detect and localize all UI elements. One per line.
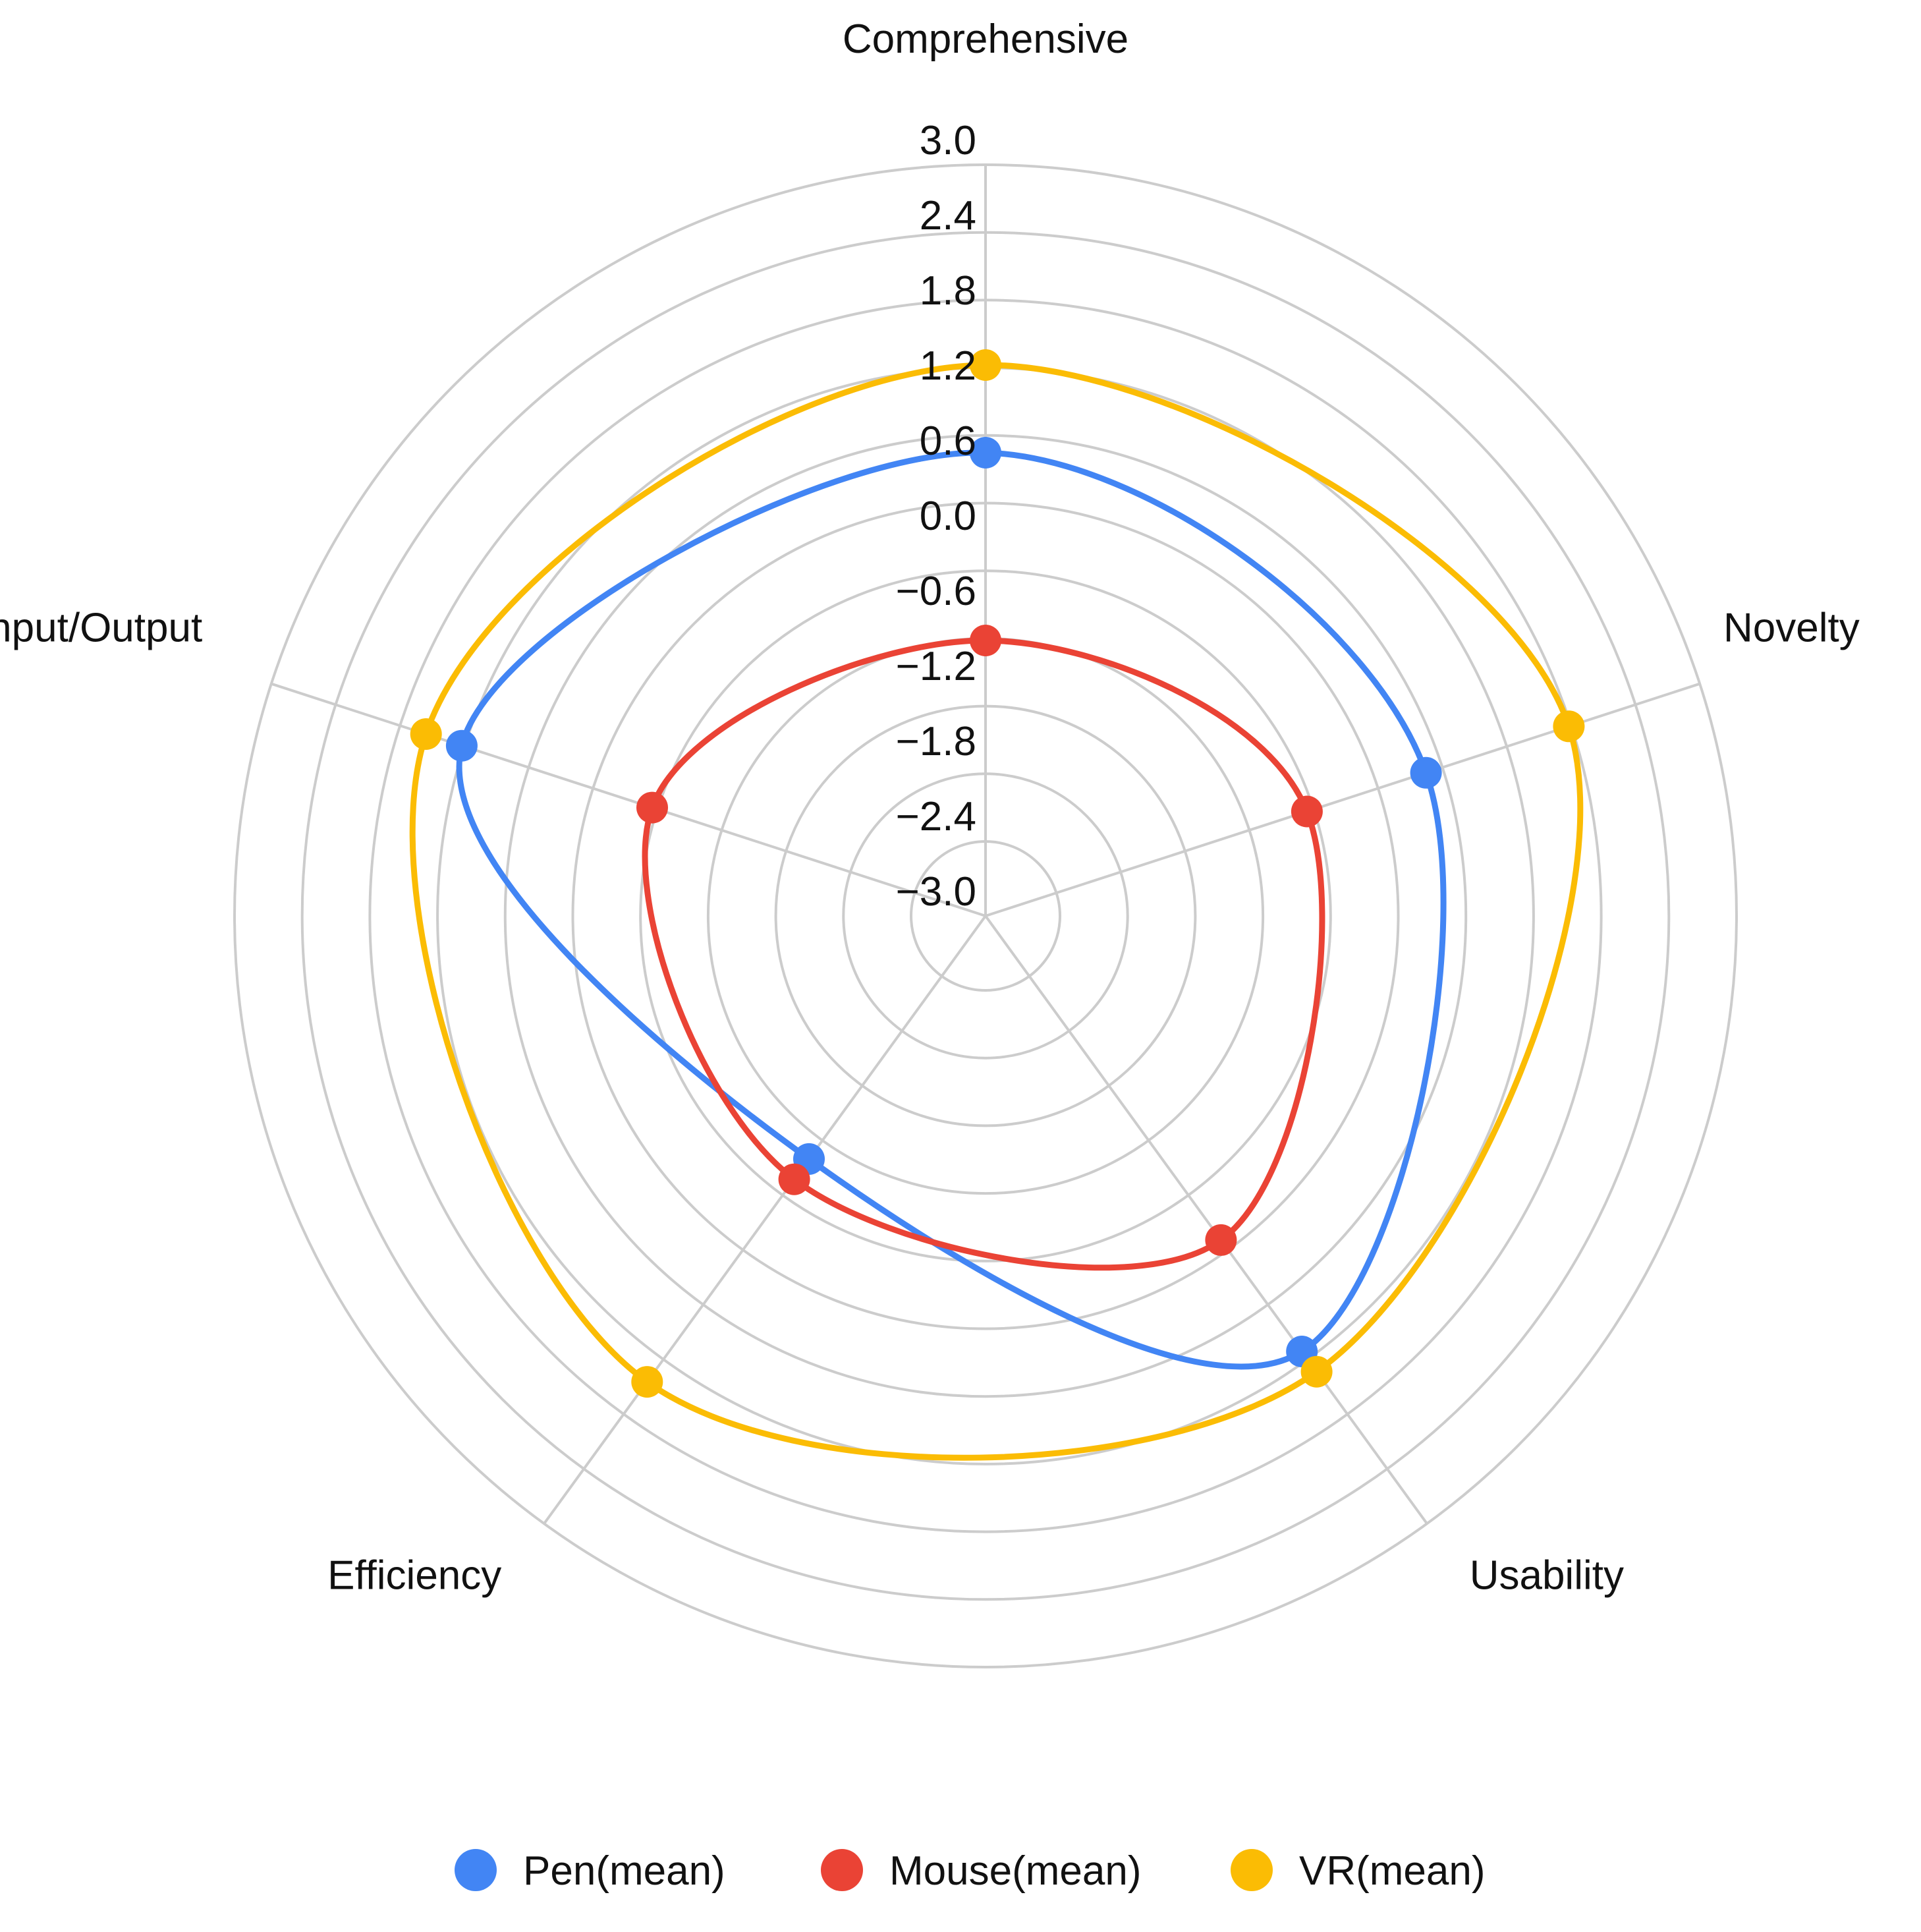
radial-tick-label: 0.0 [920, 494, 976, 539]
axis-label: Comprehensive [843, 16, 1128, 62]
series-0 [445, 437, 1447, 1370]
data-point[interactable] [1205, 1224, 1237, 1256]
grid-spoke [984, 915, 1428, 1525]
radial-tick-label: −1.2 [896, 644, 976, 689]
legend-label: Mouse(mean) [889, 1848, 1141, 1894]
grid-spoke [271, 682, 986, 917]
legend-item[interactable]: Pen(mean) [455, 1848, 725, 1894]
axis-label: Novelty [1723, 606, 1860, 651]
series-line [642, 637, 1325, 1271]
legend[interactable]: Pen(mean) Mouse(mean) VR(mean) [455, 1848, 1486, 1894]
series-line [409, 362, 1584, 1461]
legend-label: VR(mean) [1299, 1848, 1486, 1894]
data-point[interactable] [778, 1163, 810, 1195]
series-1 [636, 625, 1325, 1271]
data-point[interactable] [1300, 1355, 1333, 1388]
series-line [456, 449, 1447, 1370]
series-layer [409, 349, 1585, 1461]
radial-tick-label: −2.4 [896, 794, 976, 839]
radial-tick-label: −0.6 [896, 569, 976, 614]
axis-label: Usability [1470, 1552, 1624, 1598]
data-point[interactable] [445, 729, 478, 762]
data-point[interactable] [1553, 710, 1585, 743]
data-point[interactable] [1291, 795, 1323, 828]
data-point[interactable] [1410, 756, 1442, 789]
data-point[interactable] [970, 349, 1001, 381]
data-point[interactable] [636, 791, 668, 824]
radial-tick-label: −1.8 [896, 719, 976, 764]
axis-label: Efficiency [327, 1552, 501, 1598]
radial-tick-label: 1.8 [920, 268, 976, 314]
grid [233, 163, 1738, 1668]
radial-tick-label: 0.6 [920, 418, 976, 464]
data-point[interactable] [970, 437, 1001, 469]
radial-tick-label: 2.4 [920, 193, 976, 239]
legend-marker [821, 1849, 863, 1891]
axis-labels: Comprehensive Novelty Usability Efficiency I… [0, 16, 1860, 1598]
data-point[interactable] [410, 718, 442, 750]
legend-label: Pen(mean) [523, 1848, 725, 1894]
data-point[interactable] [631, 1366, 663, 1398]
grid-spoke [985, 682, 1700, 917]
grid-spoke [543, 915, 987, 1525]
radial-tick-labels: 3.0 2.4 1.8 1.2 0.6 0.0 −0.6 −1.2 −1.8 −2.4 −3.0 [896, 118, 976, 915]
radial-tick-label: 3.0 [920, 118, 976, 163]
legend-marker [455, 1849, 497, 1891]
data-point[interactable] [970, 625, 1001, 656]
legend-item[interactable]: Mouse(mean) [821, 1848, 1141, 1894]
axis-label: Input/Output [0, 606, 202, 651]
radial-tick-label: 1.2 [920, 343, 976, 389]
legend-marker [1231, 1849, 1273, 1891]
series-2 [409, 349, 1585, 1461]
radial-tick-label: −3.0 [896, 869, 976, 915]
legend-item[interactable]: VR(mean) [1231, 1848, 1486, 1894]
